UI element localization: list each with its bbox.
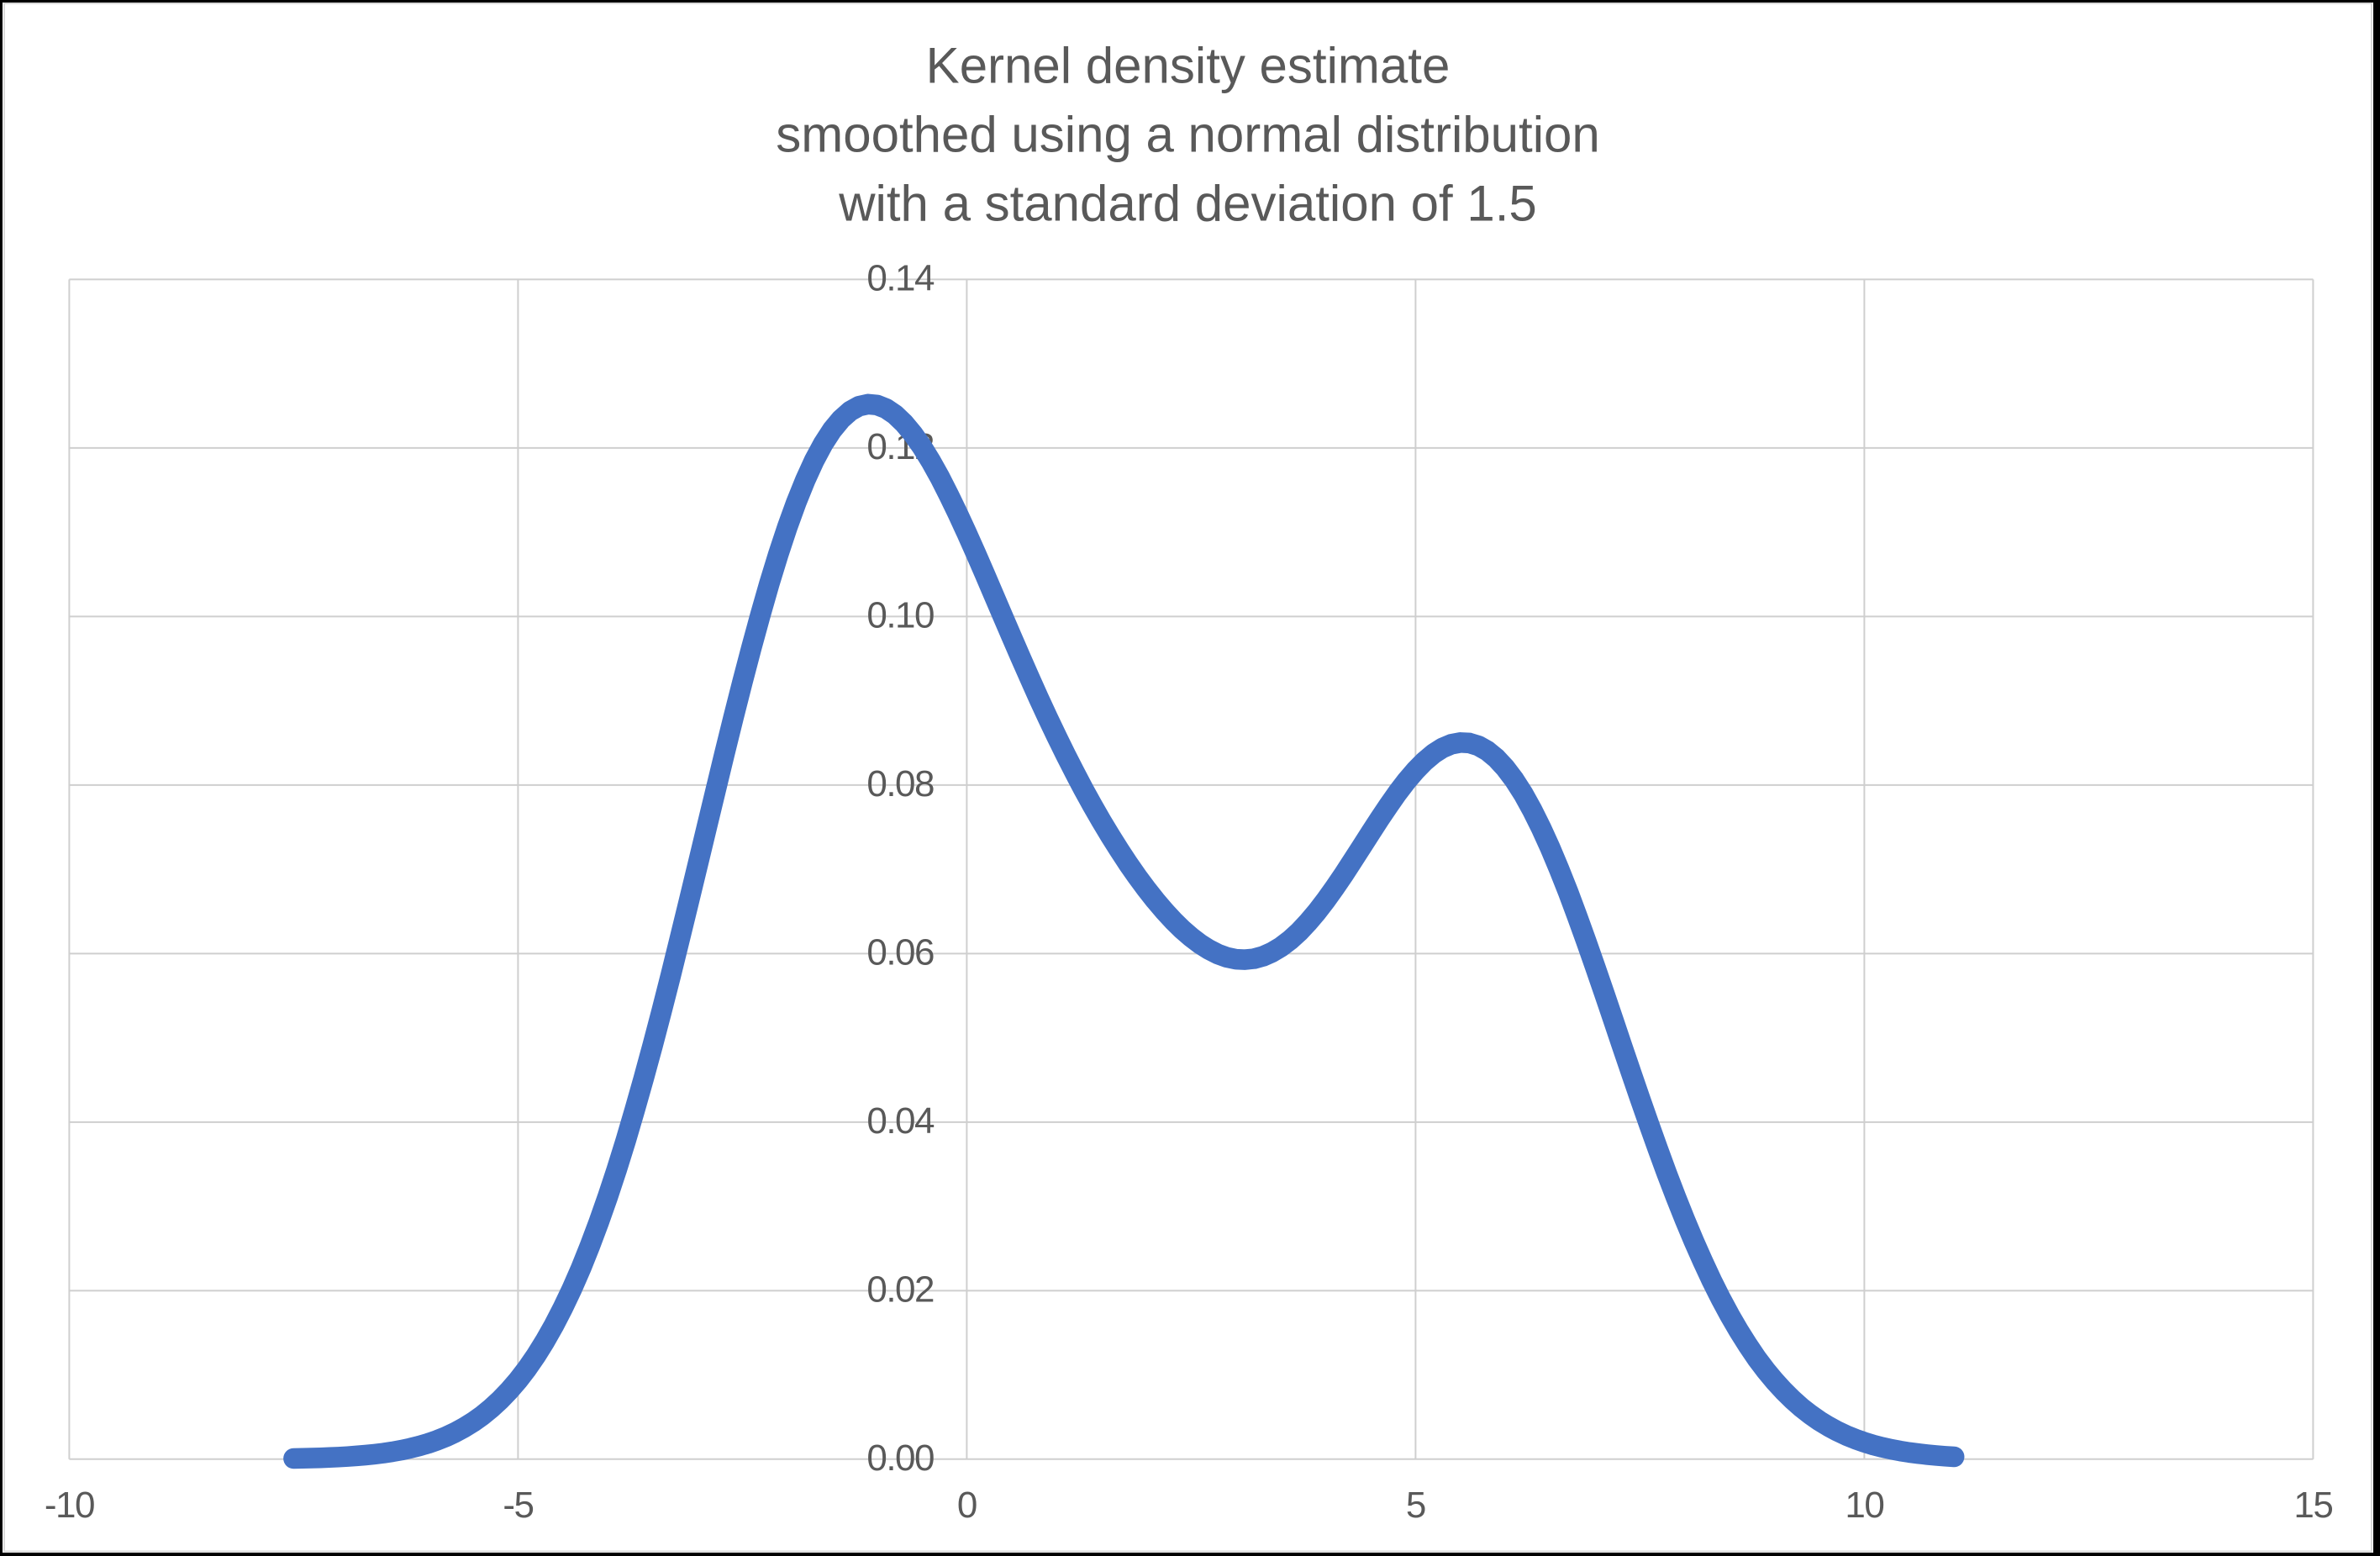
svg-text:with a standard deviation of 1: with a standard deviation of 1.5 [838, 176, 1537, 232]
svg-text:-5: -5 [503, 1485, 533, 1526]
svg-text:0.06: 0.06 [866, 931, 934, 973]
svg-text:0.10: 0.10 [866, 594, 934, 636]
svg-text:-10: -10 [45, 1485, 94, 1526]
svg-text:15: 15 [2293, 1485, 2332, 1526]
svg-text:smoothed using a normal distri: smoothed using a normal distribution [776, 107, 1600, 163]
svg-text:0.02: 0.02 [866, 1269, 934, 1310]
svg-text:0: 0 [957, 1485, 977, 1526]
svg-text:5: 5 [1406, 1485, 1425, 1526]
svg-text:10: 10 [1845, 1485, 1883, 1526]
svg-text:Kernel density estimate: Kernel density estimate [926, 38, 1451, 94]
svg-text:0.04: 0.04 [866, 1100, 935, 1142]
svg-text:0.00: 0.00 [866, 1437, 934, 1479]
svg-text:0.14: 0.14 [866, 257, 935, 298]
svg-text:0.08: 0.08 [866, 763, 934, 804]
